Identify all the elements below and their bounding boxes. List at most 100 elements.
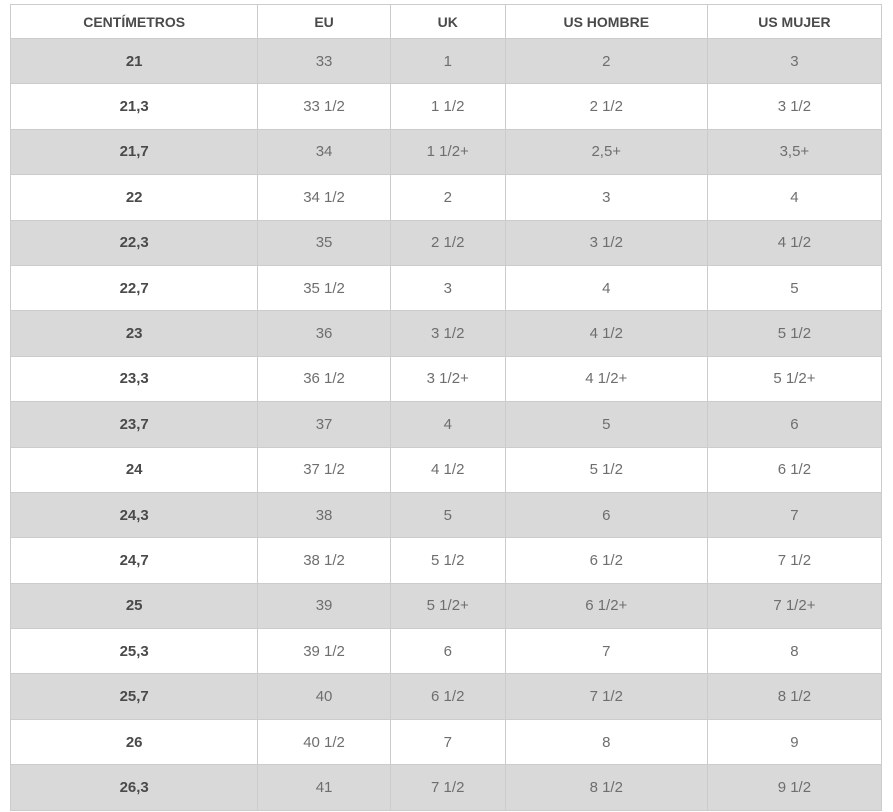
cell-us-mujer: 7 1/2+: [706, 582, 883, 630]
table-row: 22 34 1/2 2 3 4: [9, 174, 883, 221]
cell-us-mujer: 5 1/2+: [706, 355, 883, 403]
cell-eu: 39 1/2: [257, 628, 391, 675]
cell-uk: 1 1/2+: [389, 128, 506, 176]
cell-us-mujer: 7: [706, 491, 883, 539]
cell-eu: 40: [257, 673, 391, 720]
cell-centimetros: 21,3: [9, 83, 259, 130]
cell-us-hombre: 2 1/2: [504, 83, 708, 130]
cell-us-mujer: 5: [706, 264, 883, 312]
cell-us-mujer: 3 1/2: [706, 83, 883, 130]
cell-us-hombre: 3: [504, 174, 708, 221]
cell-uk: 5 1/2: [389, 537, 506, 584]
table-row: 26 40 1/2 7 8 9: [9, 718, 883, 766]
cell-us-mujer: 9: [706, 718, 883, 766]
shoe-size-conversion-table: CENTÍMETROS EU UK US HOMBRE US MUJER 21 3…: [9, 4, 883, 811]
col-header-us-hombre: US HOMBRE: [504, 4, 708, 39]
table-header-row: CENTÍMETROS EU UK US HOMBRE US MUJER: [9, 4, 883, 39]
cell-eu: 36 1/2: [257, 355, 391, 403]
size-table-body: 21 33 1 2 3 21,3 33 1/2 1 1/2 2 1/2 3 1/2 21,7 34 1 …: [9, 37, 883, 811]
cell-eu: 33 1/2: [257, 83, 391, 130]
cell-centimetros: 24: [9, 446, 259, 493]
cell-us-mujer: 3,5+: [706, 128, 883, 176]
table-row: 21,3 33 1/2 1 1/2 2 1/2 3 1/2: [9, 83, 883, 130]
table-row: 24 37 1/2 4 1/2 5 1/2 6 1/2: [9, 446, 883, 493]
cell-us-mujer: 7 1/2: [706, 537, 883, 584]
col-header-uk: UK: [389, 4, 506, 39]
cell-eu: 35 1/2: [257, 264, 391, 312]
table-row: 23,7 37 4 5 6: [9, 401, 883, 448]
cell-centimetros: 23,7: [9, 401, 259, 448]
cell-centimetros: 25: [9, 582, 259, 630]
cell-us-hombre: 4 1/2+: [504, 355, 708, 403]
cell-centimetros: 25,3: [9, 628, 259, 675]
table-row: 22,7 35 1/2 3 4 5: [9, 264, 883, 312]
cell-us-hombre: 4: [504, 264, 708, 312]
cell-uk: 6: [389, 628, 506, 675]
cell-uk: 1: [389, 37, 506, 85]
cell-us-hombre: 5 1/2: [504, 446, 708, 493]
cell-eu: 34 1/2: [257, 174, 391, 221]
cell-centimetros: 26,3: [9, 764, 259, 811]
cell-us-mujer: 5 1/2: [706, 310, 883, 357]
cell-us-mujer: 4: [706, 174, 883, 221]
cell-uk: 6 1/2: [389, 673, 506, 720]
cell-centimetros: 22,7: [9, 264, 259, 312]
cell-us-hombre: 7: [504, 628, 708, 675]
cell-eu: 33: [257, 37, 391, 85]
table-row: 23 36 3 1/2 4 1/2 5 1/2: [9, 310, 883, 357]
cell-uk: 7 1/2: [389, 764, 506, 811]
cell-us-mujer: 6 1/2: [706, 446, 883, 493]
cell-centimetros: 26: [9, 718, 259, 766]
cell-uk: 2 1/2: [389, 219, 506, 266]
cell-eu: 38: [257, 491, 391, 539]
cell-us-hombre: 7 1/2: [504, 673, 708, 720]
cell-centimetros: 25,7: [9, 673, 259, 720]
cell-us-hombre: 6 1/2+: [504, 582, 708, 630]
cell-uk: 3 1/2: [389, 310, 506, 357]
cell-us-hombre: 2: [504, 37, 708, 85]
table-row: 21 33 1 2 3: [9, 37, 883, 85]
table-row: 25 39 5 1/2+ 6 1/2+ 7 1/2+: [9, 582, 883, 630]
cell-eu: 40 1/2: [257, 718, 391, 766]
cell-centimetros: 21: [9, 37, 259, 85]
cell-us-mujer: 6: [706, 401, 883, 448]
cell-eu: 39: [257, 582, 391, 630]
cell-centimetros: 22: [9, 174, 259, 221]
table-row: 24,7 38 1/2 5 1/2 6 1/2 7 1/2: [9, 537, 883, 584]
cell-eu: 38 1/2: [257, 537, 391, 584]
cell-uk: 3 1/2+: [389, 355, 506, 403]
cell-uk: 7: [389, 718, 506, 766]
cell-us-mujer: 8: [706, 628, 883, 675]
cell-centimetros: 22,3: [9, 219, 259, 266]
cell-uk: 4 1/2: [389, 446, 506, 493]
table-row: 21,7 34 1 1/2+ 2,5+ 3,5+: [9, 128, 883, 176]
table-row: 25,3 39 1/2 6 7 8: [9, 628, 883, 675]
col-header-us-mujer: US MUJER: [706, 4, 883, 39]
cell-us-mujer: 8 1/2: [706, 673, 883, 720]
cell-us-mujer: 4 1/2: [706, 219, 883, 266]
cell-uk: 3: [389, 264, 506, 312]
cell-us-hombre: 6 1/2: [504, 537, 708, 584]
cell-us-hombre: 8: [504, 718, 708, 766]
table-row: 23,3 36 1/2 3 1/2+ 4 1/2+ 5 1/2+: [9, 355, 883, 403]
cell-centimetros: 24,3: [9, 491, 259, 539]
cell-uk: 1 1/2: [389, 83, 506, 130]
cell-eu: 37 1/2: [257, 446, 391, 493]
table-row: 24,3 38 5 6 7: [9, 491, 883, 539]
col-header-eu: EU: [257, 4, 391, 39]
cell-uk: 2: [389, 174, 506, 221]
cell-centimetros: 23,3: [9, 355, 259, 403]
cell-us-hombre: 2,5+: [504, 128, 708, 176]
cell-eu: 37: [257, 401, 391, 448]
cell-eu: 41: [257, 764, 391, 811]
cell-us-hombre: 8 1/2: [504, 764, 708, 811]
cell-centimetros: 23: [9, 310, 259, 357]
cell-us-mujer: 9 1/2: [706, 764, 883, 811]
cell-us-hombre: 6: [504, 491, 708, 539]
cell-us-hombre: 5: [504, 401, 708, 448]
cell-eu: 34: [257, 128, 391, 176]
cell-centimetros: 21,7: [9, 128, 259, 176]
table-row: 25,7 40 6 1/2 7 1/2 8 1/2: [9, 673, 883, 720]
cell-eu: 36: [257, 310, 391, 357]
table-row: 22,3 35 2 1/2 3 1/2 4 1/2: [9, 219, 883, 266]
